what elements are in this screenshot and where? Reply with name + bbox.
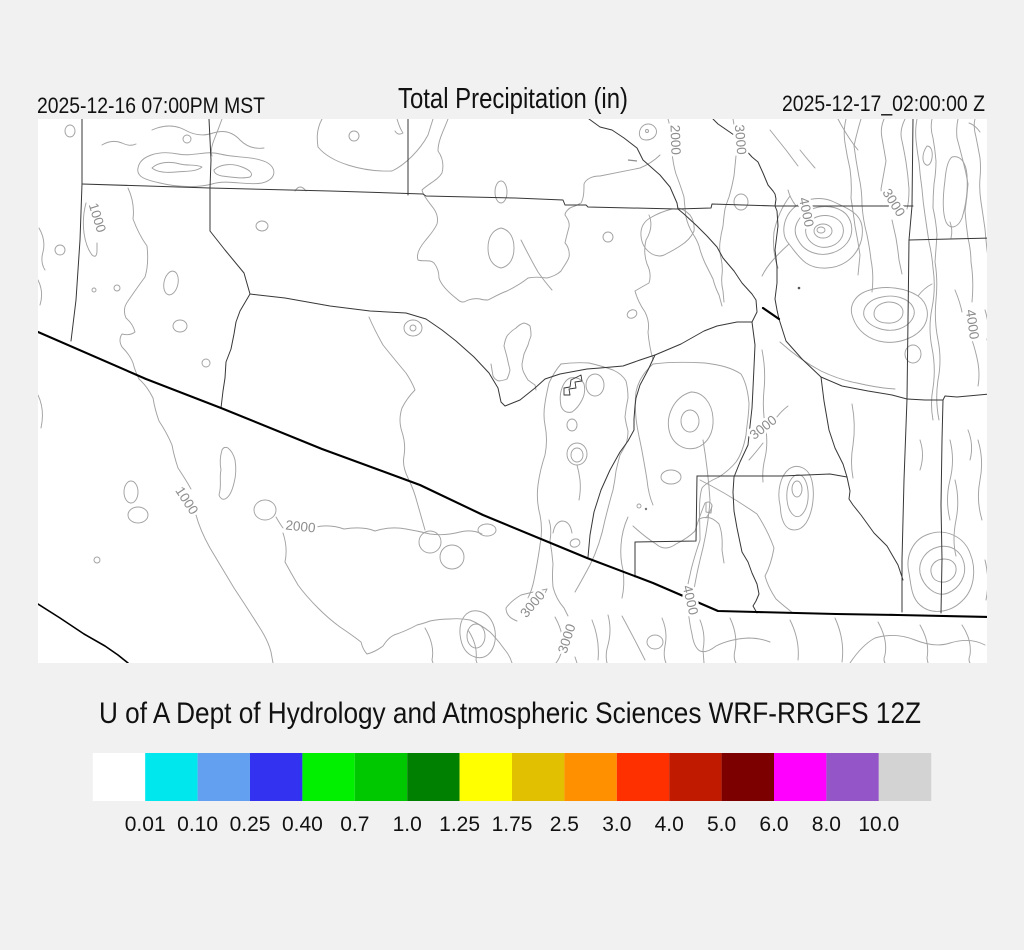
svg-text:2025-12-16 07:00PM MST: 2025-12-16 07:00PM MST	[37, 93, 265, 118]
svg-text:2025-12-17_02:00:00 Z: 2025-12-17_02:00:00 Z	[782, 91, 985, 116]
svg-text:4.0: 4.0	[655, 813, 684, 836]
svg-text:0.25: 0.25	[230, 813, 271, 836]
svg-text:0.40: 0.40	[282, 813, 323, 836]
svg-text:1.75: 1.75	[492, 813, 533, 836]
svg-text:6.0: 6.0	[759, 813, 788, 836]
svg-text:3.0: 3.0	[602, 813, 631, 836]
svg-text:Total Precipitation (in): Total Precipitation (in)	[398, 83, 628, 115]
svg-text:2.5: 2.5	[550, 813, 579, 836]
svg-text:8.0: 8.0	[812, 813, 841, 836]
svg-text:1.0: 1.0	[393, 813, 422, 836]
svg-text:3000: 3000	[732, 124, 750, 155]
svg-text:0.7: 0.7	[340, 813, 369, 836]
svg-text:2000: 2000	[285, 517, 316, 535]
svg-text:2000: 2000	[667, 125, 683, 156]
svg-text:5.0: 5.0	[707, 813, 736, 836]
svg-text:U of A Dept of Hydrology and A: U of A Dept of Hydrology and Atmospheric…	[99, 697, 921, 730]
svg-text:0.01: 0.01	[125, 813, 166, 836]
svg-text:0.10: 0.10	[177, 813, 218, 836]
svg-text:1.25: 1.25	[439, 813, 480, 836]
svg-text:10.0: 10.0	[858, 813, 899, 836]
